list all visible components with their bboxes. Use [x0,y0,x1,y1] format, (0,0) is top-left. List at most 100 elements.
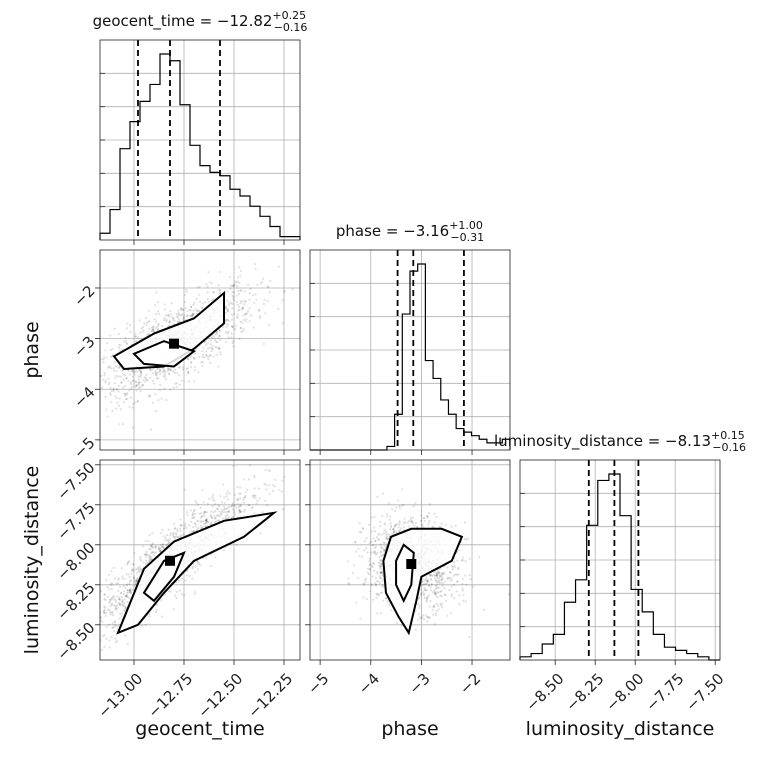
sample-point [149,544,152,548]
sample-point [179,523,182,527]
sample-point [231,326,234,329]
sample-point [126,600,129,603]
sample-point [122,378,125,381]
sample-point [361,555,364,558]
sample-point [97,613,99,615]
sample-point [149,558,152,561]
sample-point [232,285,236,288]
sample-point [248,307,251,310]
sample-point [131,567,134,571]
sample-point [164,371,167,374]
sample-point [440,595,443,598]
sample-point [227,330,230,333]
sample-point [197,520,200,523]
sample-point [163,308,167,311]
sample-point [368,541,371,545]
sample-point [137,378,141,381]
sample-point [118,423,121,426]
sample-point [380,533,384,536]
sample-point [449,571,452,574]
sample-point [233,493,236,496]
sample-point [232,299,235,302]
sample-point [125,393,128,396]
sample-point [461,582,464,585]
sample-point [150,551,153,555]
sample-point [139,373,142,376]
sample-point [139,369,142,372]
sample-point [189,309,192,312]
sample-point [239,327,242,330]
sample-point [110,389,113,392]
sample-point [165,399,168,402]
sample-point [120,596,124,599]
x-tick-label-phase: −5 [304,670,332,698]
sample-point [238,486,242,489]
sample-point [110,596,114,599]
sample-point [55,663,57,665]
sample-point [168,372,171,376]
y-tick-label-phase: −4 [70,383,98,411]
sample-point [123,374,126,377]
sample-point [267,286,270,289]
sample-point [167,315,171,318]
sample-point [122,401,125,404]
sample-point [358,555,361,558]
sample-point [380,568,384,571]
sample-point [91,386,93,388]
sample-point [426,578,430,581]
sample-point [107,573,111,577]
sample-point [465,538,468,541]
sample-point [239,274,242,277]
y-tick-label-phase: −3 [70,332,98,360]
sample-point [254,494,257,497]
sample-point [157,327,160,331]
sample-point [198,309,201,312]
sample-point [102,357,105,361]
sample-point [168,320,171,324]
sample-point [421,616,424,619]
sample-point [428,616,431,620]
sample-point [218,288,221,291]
sample-point [161,324,164,327]
sample-point [182,308,185,311]
sample-point [381,547,385,550]
sample-point [235,498,238,501]
sample-point [142,383,145,387]
sample-point [440,578,443,581]
sample-point [464,574,467,577]
sample-point [239,320,242,323]
sample-point [403,521,407,524]
sample-point [201,489,204,492]
sample-point [194,308,197,311]
sample-point [428,519,431,522]
sample-point [131,370,135,373]
sample-point [392,531,395,534]
sample-point [219,292,222,295]
sample-point [191,314,194,317]
sample-point [133,584,136,587]
sample-point [113,361,116,364]
sample-point [378,576,382,580]
sample-point [258,316,261,320]
sample-point [126,594,129,597]
sample-point [107,377,110,380]
title-sub-luminosity_distance: −0.16 [712,441,746,454]
sample-point [372,569,376,572]
sample-point [107,383,110,386]
sample-point [142,329,145,332]
sample-point [241,307,244,311]
sample-point [104,606,107,609]
sample-point [385,536,388,539]
sample-point [155,291,158,294]
sample-point [132,369,135,372]
sample-point [448,576,451,580]
sample-point [67,414,69,416]
sample-point [236,285,239,288]
sample-point [111,582,114,586]
sample-point [126,596,129,599]
sample-point [140,624,143,627]
sample-point [94,644,96,646]
sample-point [366,571,369,574]
sample-point [210,347,213,351]
sample-point [385,533,388,536]
